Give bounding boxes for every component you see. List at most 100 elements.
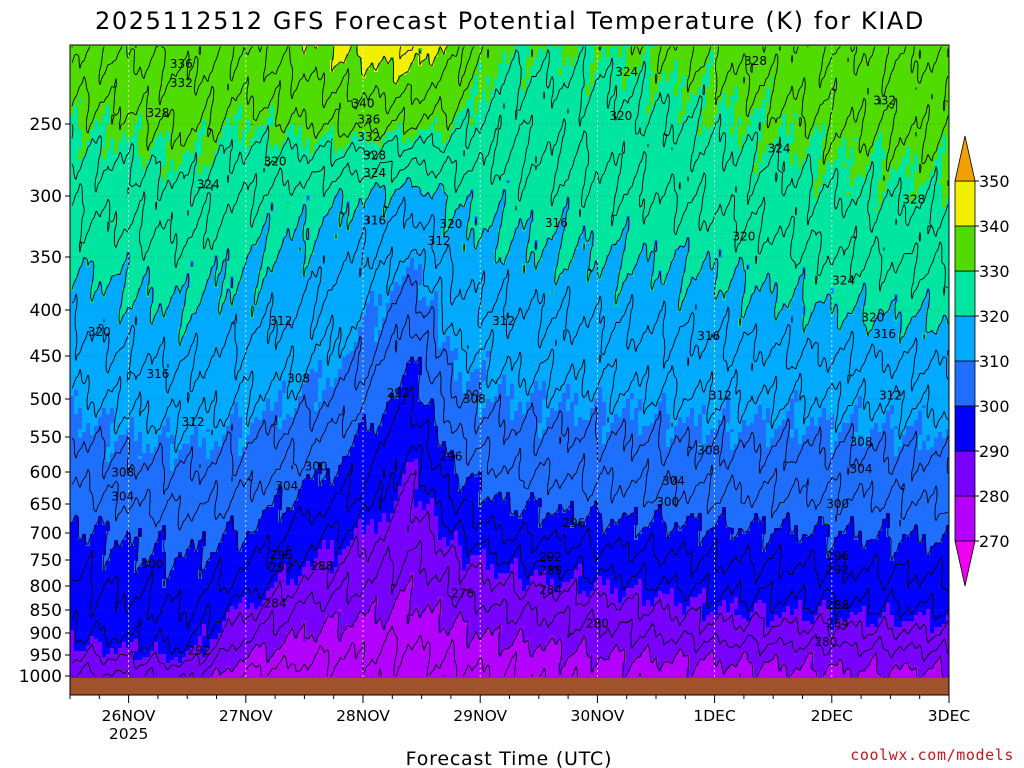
contour-label: 288 bbox=[311, 559, 334, 573]
heat-cell bbox=[554, 645, 559, 678]
heat-cell bbox=[302, 240, 307, 265]
heat-cell bbox=[858, 672, 863, 678]
contour-label: 316 bbox=[873, 327, 896, 341]
heat-cell bbox=[190, 153, 195, 262]
heat-cell bbox=[602, 402, 607, 427]
heat-cell bbox=[774, 615, 779, 655]
heat-cell bbox=[422, 60, 427, 130]
heat-cell bbox=[494, 264, 499, 397]
heat-cell bbox=[238, 438, 243, 457]
heat-cell bbox=[358, 519, 363, 613]
heat-cell bbox=[166, 141, 171, 172]
heat-cell bbox=[898, 342, 903, 448]
heat-cell bbox=[918, 543, 923, 613]
heat-cell bbox=[82, 534, 87, 652]
heat-cell bbox=[466, 381, 471, 478]
heat-cell bbox=[870, 153, 875, 331]
heat-cell bbox=[470, 474, 475, 556]
heat-cell bbox=[334, 195, 339, 235]
heat-cell bbox=[250, 534, 255, 604]
heat-cell bbox=[834, 537, 839, 625]
heat-cell bbox=[558, 45, 563, 70]
heat-cell bbox=[714, 525, 719, 616]
heat-cell bbox=[570, 261, 575, 403]
contour-line bbox=[311, 668, 445, 677]
heat-cell bbox=[766, 273, 771, 409]
heat-cell bbox=[314, 48, 319, 145]
heat-cell bbox=[642, 45, 647, 55]
heat-cell bbox=[566, 210, 571, 271]
heat-cell bbox=[418, 45, 423, 49]
heat-cell bbox=[694, 519, 699, 598]
heat-cell bbox=[270, 105, 275, 127]
heat-cell bbox=[182, 306, 187, 337]
heat-cell bbox=[106, 45, 111, 106]
heat-cell bbox=[138, 45, 143, 115]
heat-cell bbox=[214, 441, 219, 553]
heat-cell bbox=[454, 531, 459, 619]
heat-cell bbox=[910, 204, 915, 319]
contour-line bbox=[71, 274, 949, 495]
contour-label: 312 bbox=[270, 314, 293, 328]
heat-cell bbox=[514, 411, 519, 511]
heat-cell bbox=[842, 675, 847, 678]
heat-cell bbox=[486, 498, 491, 571]
heat-cell bbox=[154, 315, 159, 448]
heat-cell bbox=[874, 207, 879, 211]
heat-cell bbox=[542, 45, 547, 52]
heat-cell bbox=[934, 543, 939, 628]
heat-cell bbox=[498, 492, 503, 574]
heat-cell bbox=[762, 552, 767, 604]
heat-cell bbox=[586, 420, 591, 517]
heat-cell bbox=[618, 240, 623, 271]
heat-cell bbox=[374, 306, 379, 328]
heat-cell bbox=[486, 45, 491, 76]
heat-cell bbox=[118, 45, 123, 142]
heat-cell bbox=[730, 450, 735, 529]
contour-label: 288 bbox=[539, 563, 562, 577]
heat-cell bbox=[570, 501, 575, 526]
heat-cell bbox=[238, 120, 243, 142]
heat-cell bbox=[274, 45, 279, 145]
heat-cell bbox=[758, 162, 763, 292]
heat-cell bbox=[302, 264, 307, 277]
heat-cell bbox=[702, 603, 707, 622]
heat-cell bbox=[678, 111, 683, 124]
heat-cell bbox=[882, 423, 887, 520]
contour-label: 320 bbox=[88, 325, 111, 339]
heat-cell bbox=[438, 540, 443, 598]
heat-cell bbox=[518, 45, 523, 220]
heat-cell bbox=[590, 408, 595, 508]
heat-cell bbox=[418, 501, 423, 619]
heat-cell bbox=[182, 336, 187, 445]
heat-cell bbox=[858, 612, 863, 673]
contour-label: 324 bbox=[832, 273, 855, 287]
heat-cell bbox=[178, 45, 183, 166]
heat-cell bbox=[478, 492, 483, 508]
heat-cell bbox=[138, 288, 143, 433]
contour-line bbox=[71, 314, 949, 531]
heat-cell bbox=[474, 633, 479, 678]
heat-cell bbox=[86, 423, 91, 547]
heat-cell bbox=[158, 654, 163, 678]
heat-cell bbox=[366, 303, 371, 433]
contour-line bbox=[71, 46, 949, 115]
heat-cell bbox=[922, 45, 927, 184]
heat-cell bbox=[594, 666, 599, 678]
heat-cell bbox=[510, 399, 515, 421]
heat-cell bbox=[766, 45, 771, 88]
contour-label: 284 bbox=[539, 583, 562, 597]
heat-cell bbox=[762, 282, 767, 421]
heat-cell bbox=[302, 567, 307, 622]
heat-cell bbox=[530, 492, 535, 577]
heat-cell bbox=[286, 633, 291, 678]
heat-cell bbox=[566, 384, 571, 400]
heat-cell bbox=[822, 45, 827, 124]
heat-cell bbox=[134, 651, 139, 661]
heat-cell bbox=[674, 606, 679, 655]
heat-cell bbox=[282, 642, 287, 678]
heat-cell bbox=[686, 669, 691, 678]
heat-cell bbox=[474, 225, 479, 250]
heat-cell bbox=[910, 621, 915, 670]
heat-cell bbox=[762, 45, 767, 100]
